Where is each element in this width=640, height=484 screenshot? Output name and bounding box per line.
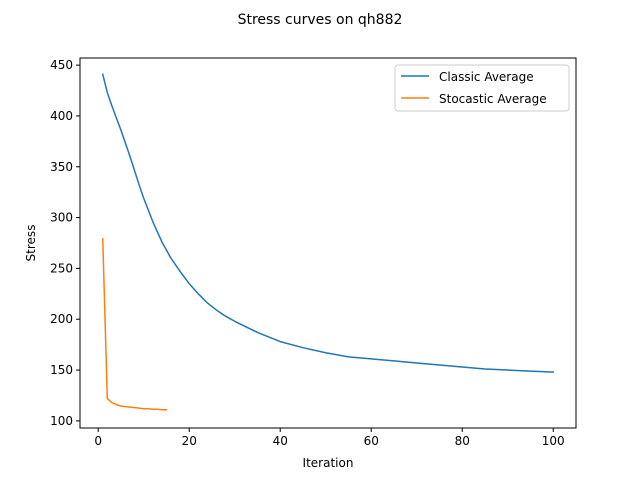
x-tick-label: 20 [182, 434, 197, 448]
series-line-1 [101, 238, 168, 411]
x-tick-label: 0 [94, 434, 102, 448]
legend-box [394, 64, 570, 112]
legend: Classic Average Stocastic Average [394, 64, 570, 112]
y-axis-label: Stress [24, 225, 38, 262]
chart-title: Stress curves on qh882 [238, 12, 403, 28]
x-tick-label: 100 [542, 434, 565, 448]
plot-area [79, 57, 577, 429]
x-axis-label: Iteration [303, 456, 354, 470]
series-line-0 [101, 73, 555, 373]
y-tick-label: 350 [50, 160, 73, 174]
legend-label-classic: Classic Average [439, 70, 534, 84]
y-tick-label: 100 [50, 414, 73, 428]
legend-label-stocastic: Stocastic Average [439, 92, 547, 106]
x-axis-ticks: 0 20 40 60 80 100 [94, 428, 565, 448]
series-layer [101, 73, 555, 411]
y-tick-label: 300 [50, 211, 73, 225]
y-axis-ticks: 100 150 200 250 300 350 400 450 [50, 58, 80, 428]
y-tick-label: 150 [50, 363, 73, 377]
y-tick-label: 200 [50, 312, 73, 326]
y-tick-label: 450 [50, 58, 73, 72]
x-tick-label: 40 [273, 434, 288, 448]
y-tick-label: 400 [50, 109, 73, 123]
x-tick-label: 60 [364, 434, 379, 448]
x-tick-label: 80 [455, 434, 470, 448]
y-tick-label: 250 [50, 261, 73, 275]
